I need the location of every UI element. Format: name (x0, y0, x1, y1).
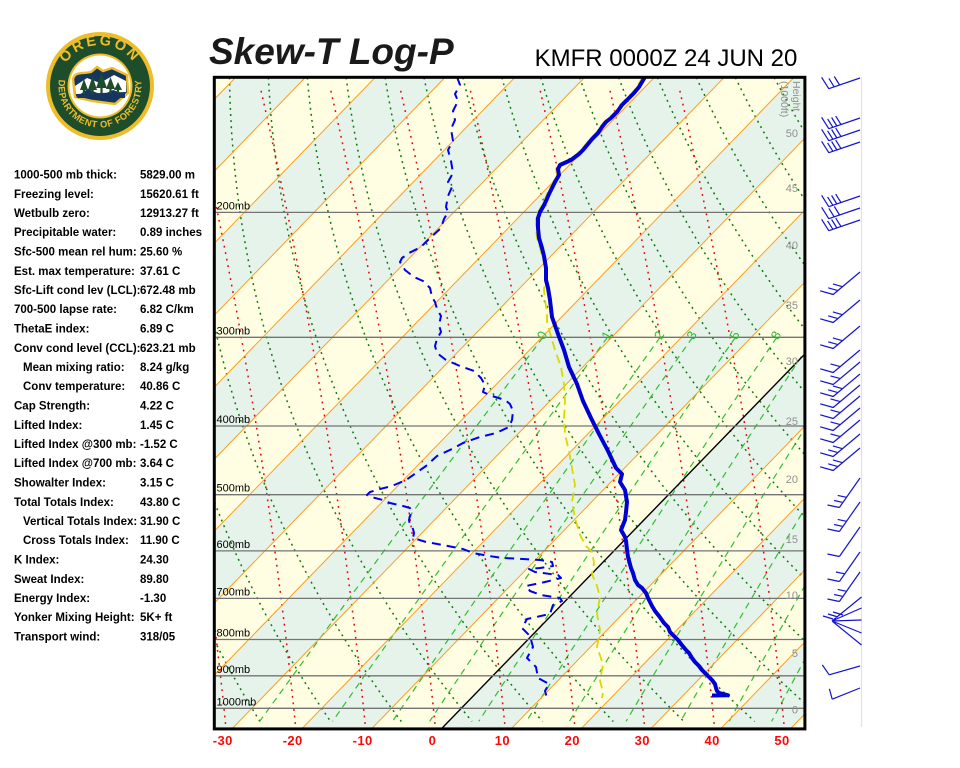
svg-text:4.22 C: 4.22 C (140, 401, 174, 413)
svg-text:Freezing level:: Freezing level: (14, 189, 94, 201)
svg-text:3.64 C: 3.64 C (140, 458, 174, 470)
svg-text:-20: -20 (283, 733, 303, 748)
svg-text:3.15 C: 3.15 C (140, 478, 174, 490)
svg-text:600mb: 600mb (217, 539, 251, 551)
svg-text:30: 30 (635, 733, 650, 748)
svg-text:K Index:: K Index: (14, 555, 59, 567)
svg-text:15620.61 ft: 15620.61 ft (140, 189, 199, 201)
svg-text:Est. max temperature:: Est. max temperature: (14, 266, 135, 278)
svg-text:700-500 lapse rate:: 700-500 lapse rate: (14, 304, 117, 316)
svg-text:Sweat Index:: Sweat Index: (14, 574, 84, 586)
svg-text:Showalter Index:: Showalter Index: (14, 478, 106, 490)
svg-text:-1.30: -1.30 (140, 593, 166, 605)
svg-text:40: 40 (704, 733, 719, 748)
svg-text:24.30: 24.30 (140, 555, 169, 567)
svg-text:35: 35 (786, 300, 798, 312)
svg-text:-30: -30 (213, 733, 233, 748)
svg-text:10: 10 (786, 590, 798, 602)
svg-text:Wetbulb zero:: Wetbulb zero: (14, 208, 90, 220)
svg-text:Lifted Index @300 mb:: Lifted Index @300 mb: (14, 439, 136, 451)
svg-text:50: 50 (774, 733, 789, 748)
svg-text:30: 30 (786, 356, 798, 368)
svg-text:89.80: 89.80 (140, 574, 169, 586)
svg-text:45: 45 (786, 183, 798, 195)
svg-text:700mb: 700mb (217, 586, 251, 598)
svg-text:6.89 C: 6.89 C (140, 324, 174, 336)
svg-text:Transport wind:: Transport wind: (14, 632, 100, 644)
svg-text:623.21 mb: 623.21 mb (140, 343, 196, 355)
svg-text:15: 15 (786, 534, 798, 546)
svg-text:Cap Strength:: Cap Strength: (14, 401, 90, 413)
svg-text:25: 25 (786, 416, 798, 428)
svg-text:200mb: 200mb (217, 200, 251, 212)
svg-text:10: 10 (495, 733, 510, 748)
svg-text:5: 5 (792, 648, 798, 660)
svg-text:11.90 C: 11.90 C (140, 535, 180, 547)
svg-text:672.48 mb: 672.48 mb (140, 285, 196, 297)
svg-text:1000-500 mb thick:: 1000-500 mb thick: (14, 170, 117, 182)
svg-text:Sfc-Lift cond lev (LCL):: Sfc-Lift cond lev (LCL): (14, 285, 141, 297)
svg-text:31.90 C: 31.90 C (140, 516, 180, 528)
svg-text:318/05: 318/05 (140, 632, 176, 644)
svg-text:1000mb: 1000mb (217, 696, 257, 708)
svg-text:5829.00 m: 5829.00 m (140, 170, 195, 182)
svg-text:Height: Height (790, 81, 802, 111)
svg-text:Sfc-500 mean rel hum:: Sfc-500 mean rel hum: (14, 247, 137, 259)
svg-text:1.45 C: 1.45 C (140, 420, 174, 432)
svg-text:8.24 g/kg: 8.24 g/kg (140, 362, 189, 374)
svg-text:-10: -10 (353, 733, 373, 748)
svg-text:Mean mixing ratio:: Mean mixing ratio: (23, 362, 125, 374)
svg-text:0: 0 (429, 733, 437, 748)
svg-text:43.80 C: 43.80 C (140, 497, 180, 509)
svg-text:Conv temperature:: Conv temperature: (23, 381, 125, 393)
svg-text:400mb: 400mb (217, 414, 251, 426)
svg-text:0.89 inches: 0.89 inches (140, 227, 202, 239)
svg-text:Yonker Mixing Height:: Yonker Mixing Height: (14, 612, 135, 624)
svg-text:25.60 %: 25.60 % (140, 247, 182, 259)
svg-text:Total Totals Index:: Total Totals Index: (14, 497, 114, 509)
svg-text:Vertical Totals Index:: Vertical Totals Index: (23, 516, 137, 528)
svg-text:Energy Index:: Energy Index: (14, 593, 90, 605)
svg-text:-1.52 C: -1.52 C (140, 439, 178, 451)
svg-text:40: 40 (786, 240, 798, 252)
svg-text:900mb: 900mb (217, 664, 251, 676)
svg-text:KMFR 0000Z 24 JUN 20: KMFR 0000Z 24 JUN 20 (535, 45, 798, 72)
svg-text:Precipitable water:: Precipitable water: (14, 227, 116, 239)
svg-text:ThetaE index:: ThetaE index: (14, 324, 89, 336)
svg-text:40.86 C: 40.86 C (140, 381, 180, 393)
svg-text:20: 20 (786, 474, 798, 486)
svg-text:12913.27 ft: 12913.27 ft (140, 208, 199, 220)
svg-text:20: 20 (565, 733, 580, 748)
svg-text:500mb: 500mb (217, 483, 251, 495)
svg-text:37.61 C: 37.61 C (140, 266, 180, 278)
svg-text:6.82 C/km: 6.82 C/km (140, 304, 194, 316)
svg-text:800mb: 800mb (217, 628, 251, 640)
svg-text:Lifted Index @700 mb:: Lifted Index @700 mb: (14, 458, 136, 470)
svg-text:Cross Totals Index:: Cross Totals Index: (23, 535, 129, 547)
svg-text:Conv cond level (CCL):: Conv cond level (CCL): (14, 343, 141, 355)
svg-text:5K+ ft: 5K+ ft (140, 612, 172, 624)
svg-text:300mb: 300mb (217, 325, 251, 337)
svg-text:Skew-T Log-P: Skew-T Log-P (209, 31, 454, 72)
svg-text:50: 50 (786, 128, 798, 140)
svg-text:0: 0 (792, 705, 798, 717)
svg-text:(1000ft): (1000ft) (778, 81, 790, 117)
svg-text:Lifted Index:: Lifted Index: (14, 420, 82, 432)
